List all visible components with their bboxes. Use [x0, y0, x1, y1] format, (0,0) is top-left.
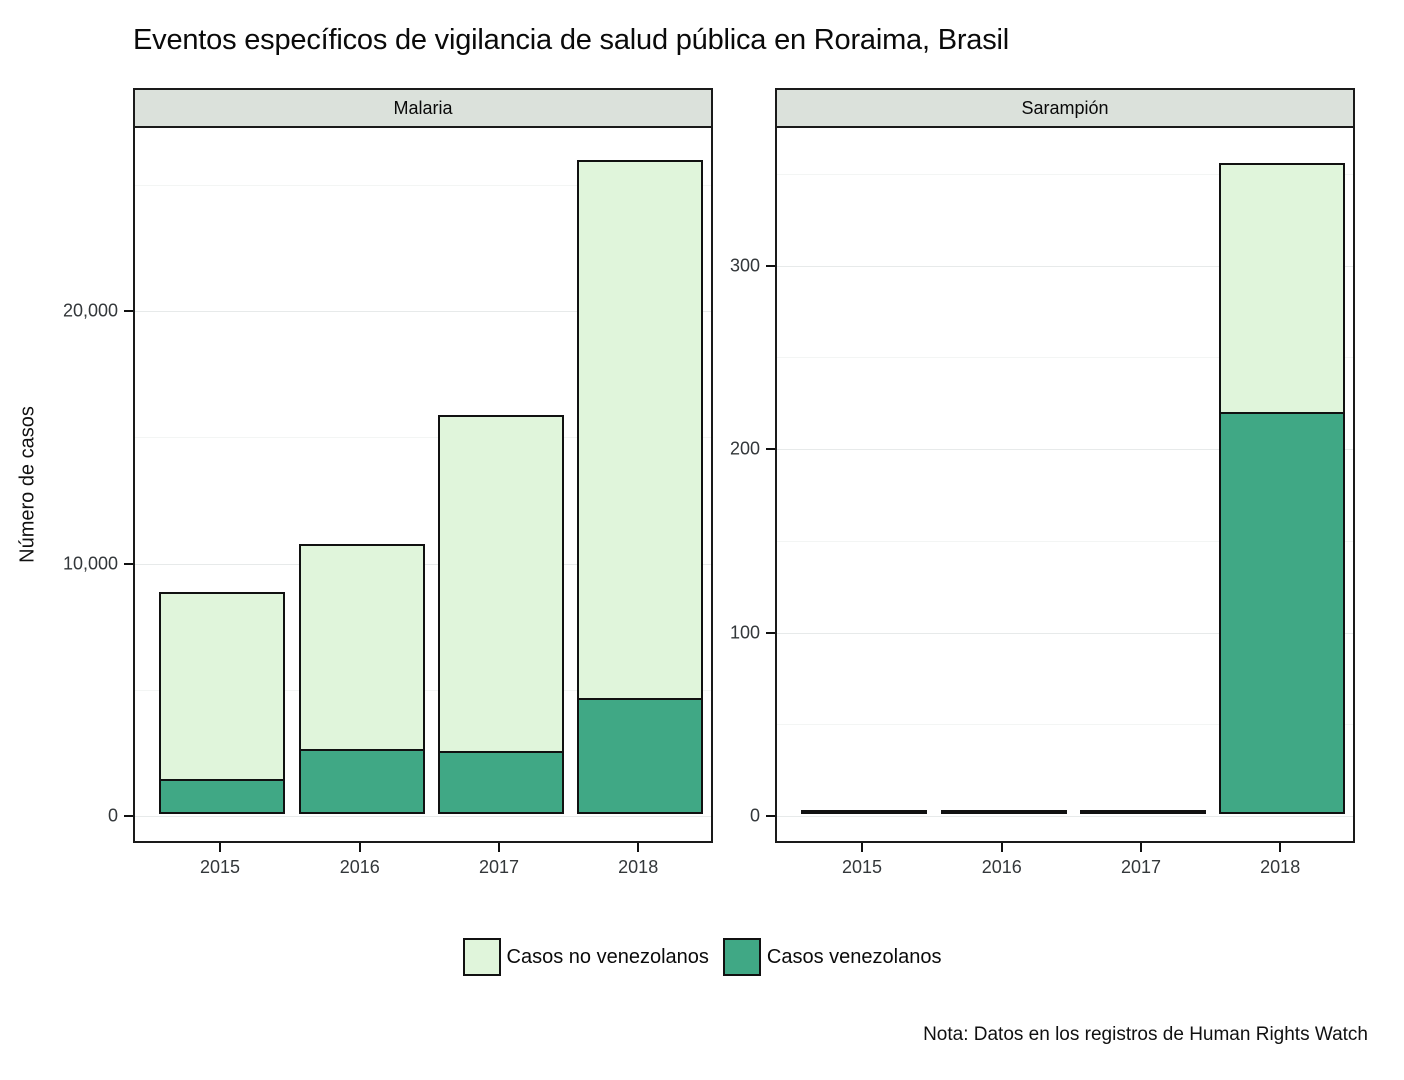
plot-area-sarampión: [775, 128, 1355, 843]
x-tick-mark: [1000, 843, 1003, 852]
y-tick-mark: [766, 815, 775, 817]
legend-label: Casos venezolanos: [766, 945, 942, 968]
bar-segment-venezolanos: [440, 751, 562, 812]
gridline-minor: [777, 540, 1353, 542]
y-axis-title: Número de casos: [16, 406, 39, 563]
y-tick-label: 0: [749, 805, 760, 826]
stacked-bar-malaria-2015: [159, 591, 285, 814]
gridline-minor: [135, 184, 711, 186]
gridline-major: [777, 816, 1353, 817]
stacked-bar-malaria-2017: [438, 415, 564, 814]
x-tick-label: 2017: [478, 857, 520, 877]
facet-strip-sarampión: Sarampión: [775, 88, 1355, 128]
y-tick-mark: [124, 815, 133, 817]
legend-swatch-venezolanos: [722, 938, 761, 976]
gridline-major: [135, 311, 711, 312]
x-tick-label: 2017: [1120, 857, 1162, 877]
y-tick-label: 300: [729, 255, 760, 276]
stacked-bar-sarampión-2016: [940, 810, 1067, 814]
y-tick-mark: [766, 264, 775, 267]
gridline-major: [777, 449, 1353, 451]
x-tick-label: 2015: [841, 857, 883, 877]
legend-swatch-no-venezolanos: [462, 938, 501, 976]
y-tick-mark: [766, 448, 775, 451]
chart-title: Eventos específicos de vigilancia de sal…: [133, 24, 1010, 56]
y-tick-label: 0: [107, 805, 118, 826]
gridline-major: [135, 816, 711, 817]
y-tick-label: 100: [729, 622, 760, 642]
stacked-bar-sarampión-2015: [801, 810, 927, 814]
bar-segment-venezolanos: [300, 748, 423, 812]
legend-item-venezolanos: Casos venezolanos: [722, 938, 942, 976]
gridline-minor: [777, 357, 1353, 359]
y-tick-mark: [124, 562, 133, 565]
y-tick-label: 10,000: [62, 553, 118, 573]
x-tick-mark: [1140, 843, 1142, 852]
bar-segment-venezolanos: [579, 698, 702, 812]
gridline-major: [777, 632, 1353, 634]
bar-segment-venezolanos: [1221, 412, 1344, 812]
gridline-major: [777, 265, 1353, 267]
x-tick-mark: [358, 843, 361, 852]
x-tick-label: 2016: [981, 857, 1022, 877]
plot-area-malaria: [133, 128, 713, 843]
gridline-minor: [777, 724, 1353, 726]
x-tick-label: 2015: [199, 857, 241, 877]
gridline-minor: [777, 173, 1353, 175]
stacked-bar-malaria-2018: [577, 160, 704, 814]
stacked-bar-malaria-2016: [298, 543, 425, 814]
x-tick-mark: [637, 843, 640, 852]
y-tick-mark: [124, 310, 133, 312]
x-tick-mark: [498, 843, 500, 852]
legend-item-no-venezolanos: Casos no venezolanos: [462, 938, 709, 976]
x-tick-label: 2016: [339, 857, 380, 877]
legend-label: Casos no venezolanos: [506, 945, 709, 968]
x-tick-label: 2018: [1260, 857, 1301, 877]
y-tick-mark: [766, 631, 775, 634]
y-tick-label: 20,000: [62, 300, 118, 321]
stacked-bar-sarampión-2017: [1080, 810, 1206, 814]
x-tick-mark: [219, 843, 221, 852]
chart-note: Nota: Datos en los registros de Human Ri…: [923, 1024, 1368, 1045]
y-tick-label: 200: [729, 438, 760, 459]
legend: Casos no venezolanos Casos venezolanos: [0, 938, 1404, 976]
stacked-bar-sarampión-2018: [1219, 162, 1346, 814]
x-tick-mark: [861, 843, 863, 852]
facet-strip-malaria: Malaria: [133, 88, 713, 128]
gridline-minor: [135, 437, 711, 439]
x-tick-mark: [1279, 843, 1282, 852]
bar-segment-venezolanos: [161, 779, 283, 812]
x-tick-label: 2018: [618, 857, 659, 877]
